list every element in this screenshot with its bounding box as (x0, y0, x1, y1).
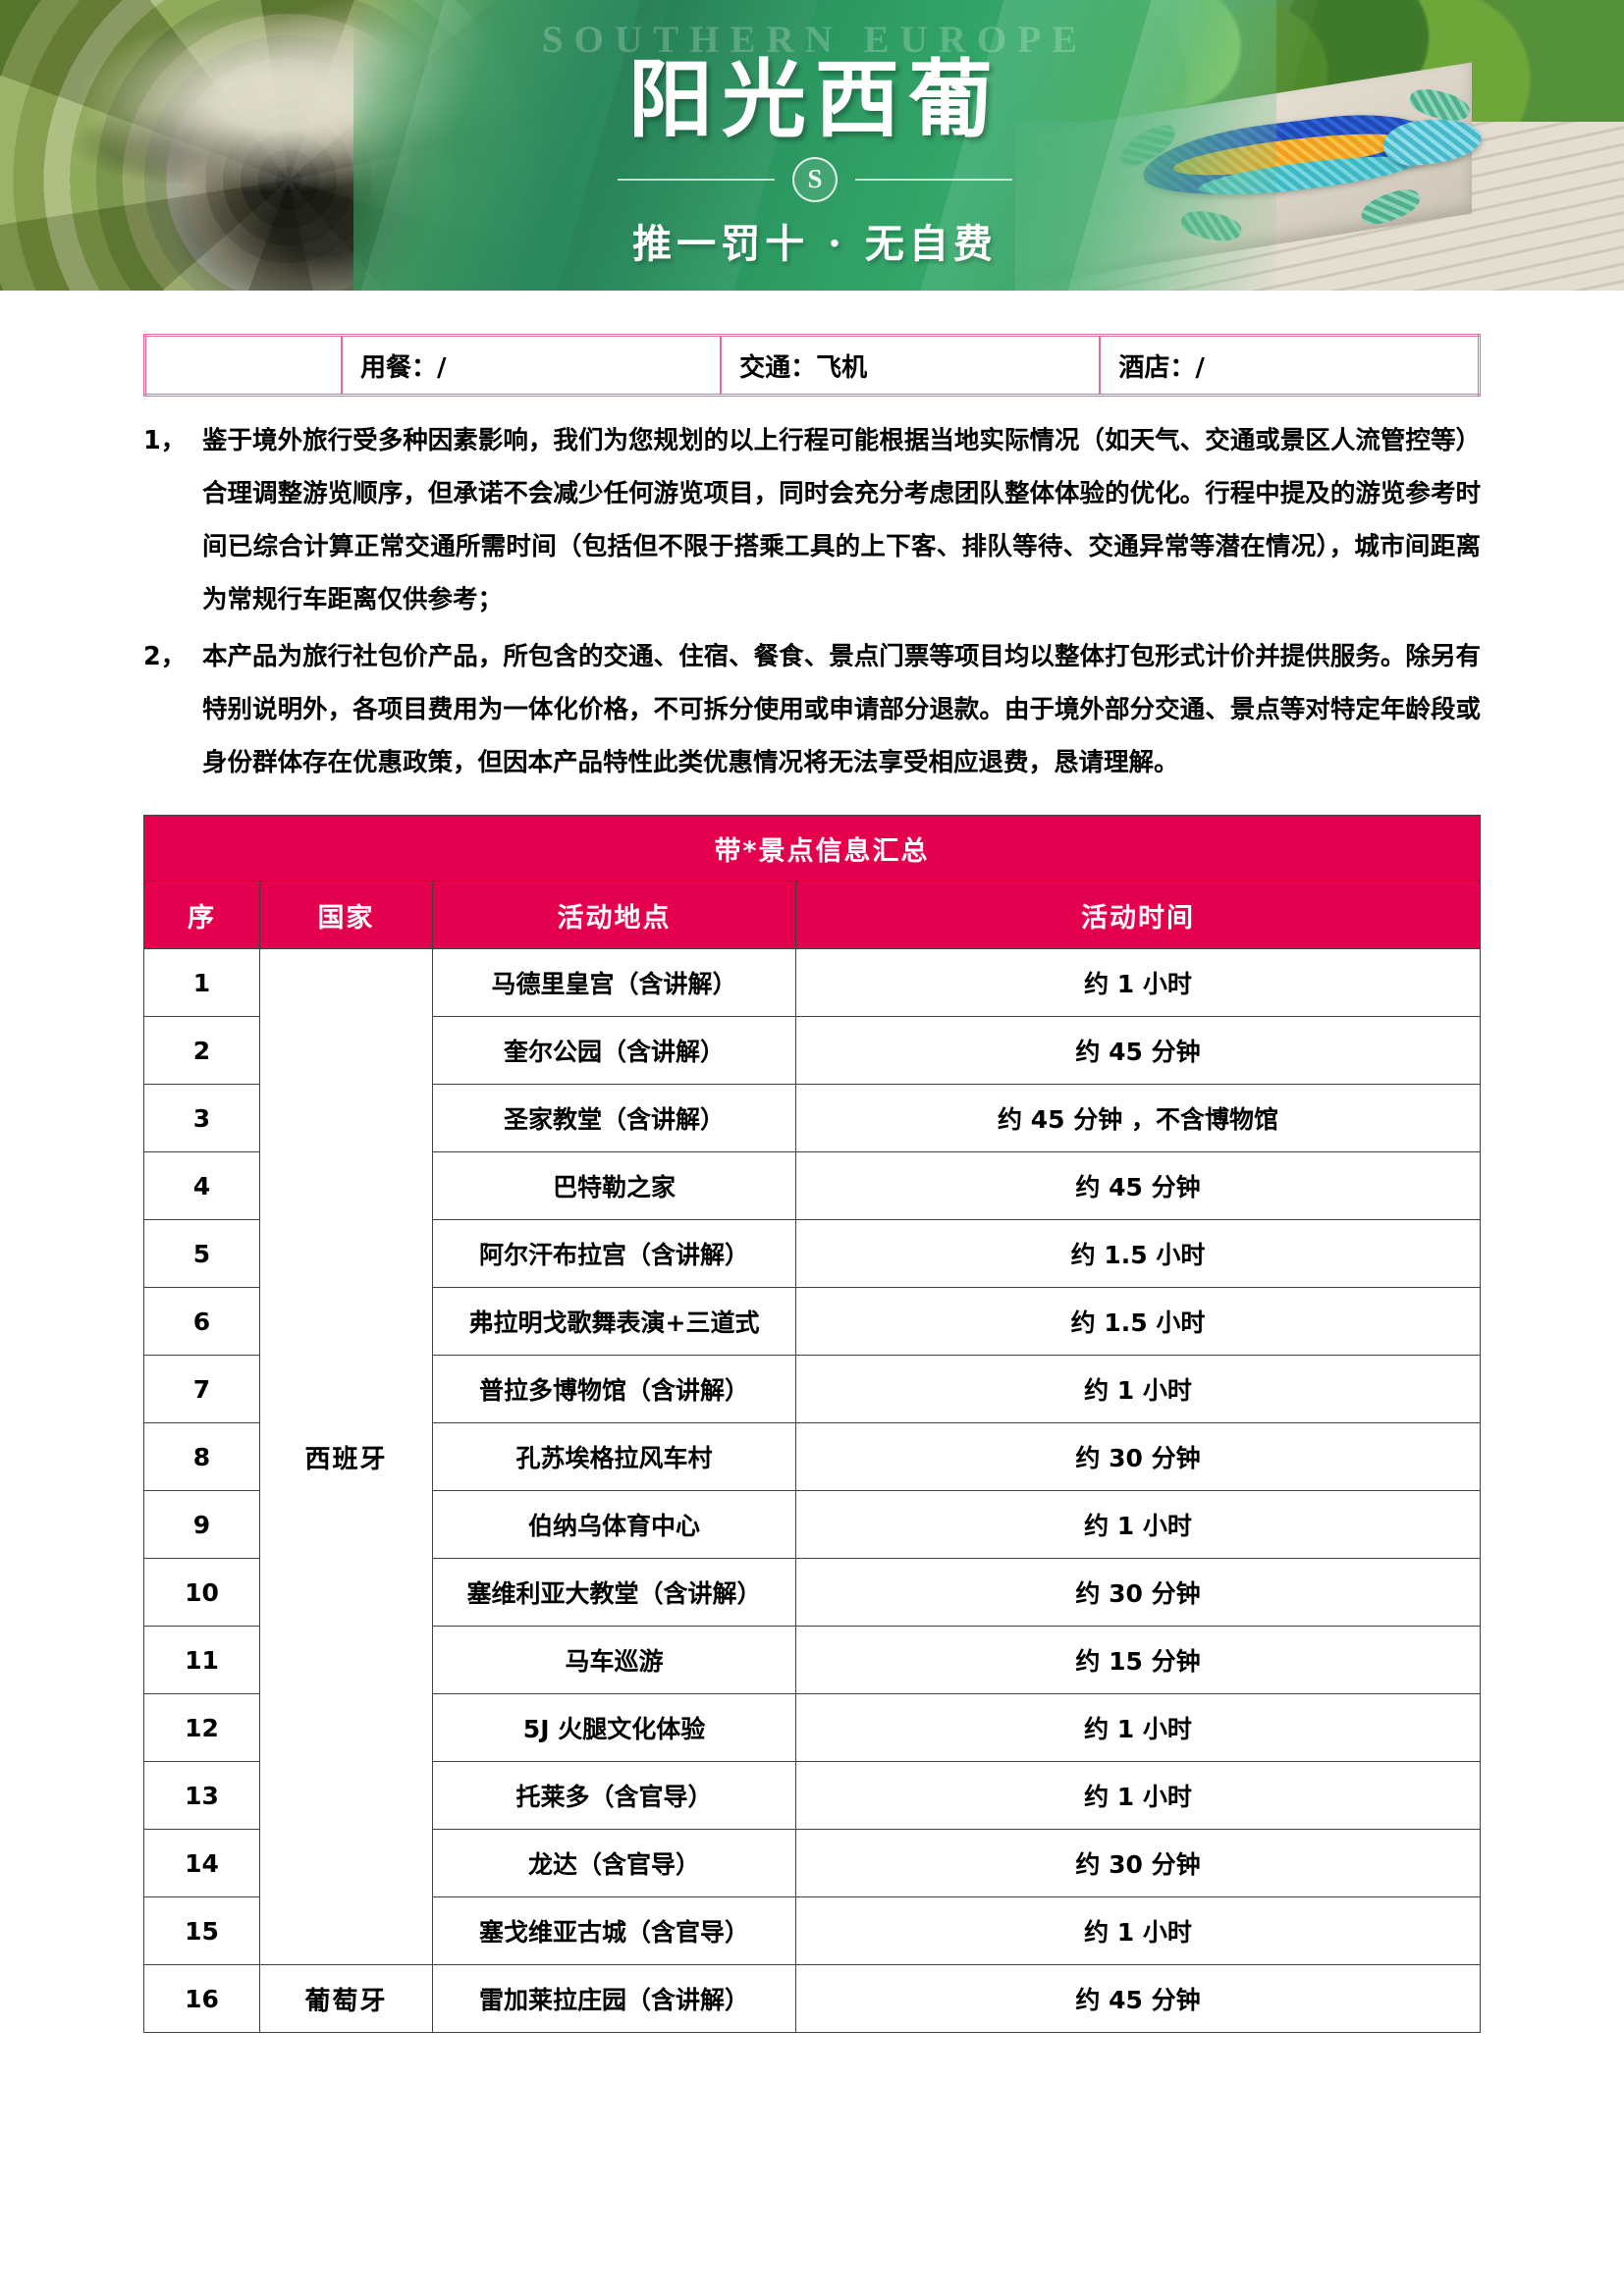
attraction-country: 西班牙 (259, 948, 433, 1966)
attraction-time: 约 1 小时 (795, 1490, 1481, 1560)
divider-line-left (618, 178, 775, 181)
attraction-place: 马德里皇宫（含讲解） (432, 948, 796, 1018)
attraction-place: 龙达（含官导） (432, 1829, 796, 1898)
attraction-row: 8 孔苏埃格拉风车村约 30 分钟 (143, 1422, 1481, 1492)
col-header-place: 活动地点 (432, 881, 796, 950)
attraction-time: 约 45 分钟 (795, 1964, 1481, 2034)
attraction-time: 约 1 小时 (795, 1693, 1481, 1763)
attraction-seq: 7 (143, 1355, 260, 1424)
attraction-place: 阿尔汗布拉宫（含讲解） (432, 1219, 796, 1289)
attraction-time: 约 1 小时 (795, 948, 1481, 1018)
banner-divider: S (618, 156, 1012, 202)
attraction-place: 塞戈维亚古城（含官导） (432, 1896, 796, 1966)
attraction-time: 约 45 分钟 (795, 1016, 1481, 1086)
attraction-row: 15 塞戈维亚古城（含官导）约 1 小时 (143, 1896, 1481, 1966)
attraction-seq: 3 (143, 1084, 260, 1153)
attraction-seq: 13 (143, 1761, 260, 1831)
attraction-row: 4 巴特勒之家约 45 分钟 (143, 1151, 1481, 1221)
attraction-country: 葡萄牙 (259, 1964, 433, 2034)
attraction-seq: 9 (143, 1490, 260, 1560)
attraction-seq: 16 (143, 1964, 260, 2034)
info-cell-hotel: 酒店：/ (1118, 352, 1205, 383)
attraction-place: 弗拉明戈歌舞表演+三道式 (432, 1287, 796, 1357)
terms-item-text: 本产品为旅行社包价产品，所包含的交通、住宿、餐食、景点门票等项目均以整体打包形式… (202, 642, 1481, 778)
attraction-time: 约 1 小时 (795, 1761, 1481, 1831)
banner-title: 阳光西葡 (628, 50, 1001, 150)
attraction-seq: 14 (143, 1829, 260, 1898)
info-cell-meal: 用餐：/ (342, 335, 723, 396)
attraction-time: 约 1 小时 (795, 1896, 1481, 1966)
attraction-table-header-row: 序 国家 活动地点 活动时间 (143, 881, 1481, 950)
col-header-country: 国家 (259, 881, 433, 950)
attraction-time: 约 30 分钟 (795, 1422, 1481, 1492)
attraction-seq: 10 (143, 1558, 260, 1628)
attraction-row: 14 龙达（含官导）约 30 分钟 (143, 1829, 1481, 1898)
attraction-row: 7 普拉多博物馆（含讲解）约 1 小时 (143, 1355, 1481, 1424)
attraction-time: 约 1.5 小时 (795, 1287, 1481, 1357)
attraction-row: 16 葡萄牙 雷加莱拉庄园（含讲解）约 45 分钟 (143, 1964, 1481, 2034)
attraction-row: 11 马车巡游约 15 分钟 (143, 1626, 1481, 1695)
info-cell-transport: 交通：飞机 (721, 335, 1102, 396)
attraction-time: 约 45 分钟 (795, 1151, 1481, 1221)
document-content: 用餐：/ 交通：飞机 酒店：/ 1， 鉴于境外旅行受多种因素影响，我们为您规划的… (0, 334, 1624, 2092)
hero-banner: SOUTHERN EUROPE 阳光西葡 S 推一罚十 · 无自费 (0, 0, 1624, 291)
col-header-time: 活动时间 (795, 881, 1481, 950)
attraction-row: 1 西班牙 马德里皇宫（含讲解）约 1 小时 (143, 948, 1481, 1966)
attraction-table-caption: 带*景点信息汇总 (143, 815, 1481, 882)
attraction-row: 10 塞维利亚大教堂（含讲解）约 30 分钟 (143, 1558, 1481, 1628)
attraction-seq: 12 (143, 1693, 260, 1763)
col-header-seq: 序 (143, 881, 260, 950)
terms-list: 1， 鉴于境外旅行受多种因素影响，我们为您规划的以上行程可能根据当地实际情况（如… (143, 414, 1481, 789)
terms-item: 1， 鉴于境外旅行受多种因素影响，我们为您规划的以上行程可能根据当地实际情况（如… (143, 414, 1481, 626)
attraction-place: 奎尔公园（含讲解） (432, 1016, 796, 1086)
attraction-row: 9 伯纳乌体育中心约 1 小时 (143, 1490, 1481, 1560)
brand-s-logo-icon: S (792, 156, 838, 202)
attraction-time: 约 30 分钟 (795, 1829, 1481, 1898)
attraction-place: 普拉多博物馆（含讲解） (432, 1355, 796, 1424)
attraction-seq: 2 (143, 1016, 260, 1086)
banner-text-block: SOUTHERN EUROPE 阳光西葡 S 推一罚十 · 无自费 (353, 0, 1276, 291)
attraction-place: 圣家教堂（含讲解） (432, 1084, 796, 1153)
info-row: 用餐：/ 交通：飞机 酒店：/ (144, 335, 1480, 396)
terms-item-text: 鉴于境外旅行受多种因素影响，我们为您规划的以上行程可能根据当地实际情况（如天气、… (202, 426, 1481, 615)
attraction-seq: 5 (143, 1219, 260, 1289)
attraction-place: 雷加莱拉庄园（含讲解） (432, 1964, 796, 2034)
attraction-place: 托莱多（含官导） (432, 1761, 796, 1831)
attraction-time: 约 15 分钟 (795, 1626, 1481, 1695)
attraction-table-body: 1 西班牙 马德里皇宫（含讲解）约 1 小时 2 奎尔公园（含讲解）约 45 分钟 3 圣家… (143, 948, 1481, 2034)
attraction-seq: 4 (143, 1151, 260, 1221)
attraction-place: 伯纳乌体育中心 (432, 1490, 796, 1560)
attraction-place: 巴特勒之家 (432, 1151, 796, 1221)
info-cell-blank (144, 335, 343, 396)
attraction-seq: 15 (143, 1896, 260, 1966)
terms-item-number: 1， (143, 426, 187, 455)
attraction-seq: 1 (143, 948, 260, 1018)
attraction-time: 约 30 分钟 (795, 1558, 1481, 1628)
banner-green-overlay (353, 0, 1319, 291)
divider-line-right (855, 178, 1012, 181)
attraction-time: 约 45 分钟 ，不含博物馆 (795, 1084, 1481, 1153)
terms-item-number: 2， (143, 642, 187, 672)
attraction-summary-table: 带*景点信息汇总 序 国家 活动地点 活动时间 1 西班牙 马德里皇宫（含讲解）约 … (143, 815, 1481, 2034)
daily-info-strip: 用餐：/ 交通：飞机 酒店：/ (143, 334, 1481, 397)
attraction-time: 约 1.5 小时 (795, 1219, 1481, 1289)
attraction-seq: 8 (143, 1422, 260, 1492)
attraction-place: 5J 火腿文化体验 (432, 1693, 796, 1763)
attraction-place: 塞维利亚大教堂（含讲解） (432, 1558, 796, 1628)
attraction-seq: 6 (143, 1287, 260, 1357)
attraction-time: 约 1 小时 (795, 1355, 1481, 1424)
terms-item: 2， 本产品为旅行社包价产品，所包含的交通、住宿、餐食、景点门票等项目均以整体打… (143, 630, 1481, 789)
banner-eyebrow: SOUTHERN EUROPE (541, 19, 1089, 62)
attraction-row: 5 阿尔汗布拉宫（含讲解）约 1.5 小时 (143, 1219, 1481, 1289)
banner-subtitle: 推一罚十 · 无自费 (632, 220, 998, 267)
attraction-place: 马车巡游 (432, 1626, 796, 1695)
attraction-row: 12 5J 火腿文化体验约 1 小时 (143, 1693, 1481, 1763)
attraction-seq: 11 (143, 1626, 260, 1695)
attraction-row: 3 圣家教堂（含讲解）约 45 分钟 ，不含博物馆 (143, 1084, 1481, 1153)
attraction-table-caption-row: 带*景点信息汇总 (143, 815, 1481, 882)
attraction-row: 6 弗拉明戈歌舞表演+三道式约 1.5 小时 (143, 1287, 1481, 1357)
attraction-place: 孔苏埃格拉风车村 (432, 1422, 796, 1492)
attraction-row: 2 奎尔公园（含讲解）约 45 分钟 (143, 1016, 1481, 1086)
